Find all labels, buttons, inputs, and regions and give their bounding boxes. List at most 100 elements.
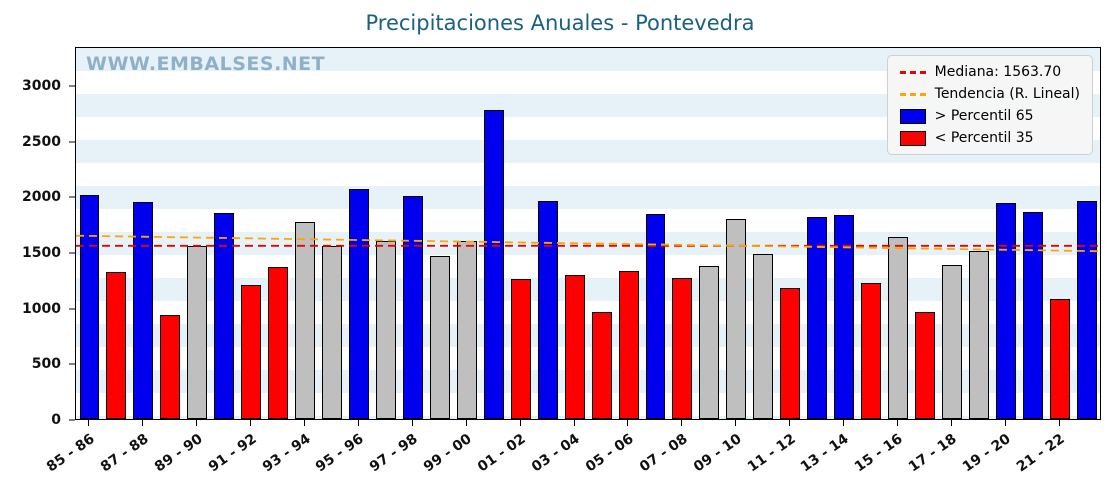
x-tick-mark	[88, 420, 90, 426]
bar-17-18	[942, 265, 962, 419]
bar-09-10	[726, 218, 747, 419]
bar-91-92	[241, 285, 262, 419]
bar-slot	[292, 48, 319, 419]
bar-95-96	[349, 188, 369, 419]
y-tick-label: 1500	[22, 245, 61, 261]
bar-slot	[346, 48, 373, 419]
x-tick-label: 09 - 10	[690, 431, 745, 476]
x-tick-label: 99 - 00	[421, 431, 475, 476]
chart-title: Precipitaciones Anuales - Pontevedra	[365, 11, 755, 35]
x-tick-mark	[1004, 420, 1006, 426]
x-tick-label: 91 - 92	[205, 431, 260, 476]
x-tick-label: 95 - 96	[313, 431, 368, 476]
bar-slot	[480, 48, 507, 419]
x-tick-mark	[411, 420, 413, 426]
bar-08-09	[699, 266, 720, 419]
bar-slot	[453, 48, 480, 419]
bar-11-12	[780, 288, 801, 419]
bar-07-08	[672, 278, 693, 419]
x-tick-label: 89 - 90	[151, 431, 206, 476]
x-tick-mark	[735, 420, 737, 426]
x-tick-label: 21 - 22	[1013, 431, 1068, 476]
bar-slot	[561, 48, 588, 419]
bar-92-93	[268, 267, 289, 419]
bar-slot	[912, 48, 939, 419]
x-tick-label: 19 - 20	[960, 431, 1014, 476]
x-tick-label: 97 - 98	[367, 431, 422, 476]
x-tick-label: 01 - 02	[474, 431, 529, 476]
bar-98-99	[429, 256, 450, 419]
bar-88-89	[160, 314, 181, 419]
bar-90-91	[214, 213, 235, 419]
x-tick-label: 85 - 86	[43, 431, 98, 476]
x-tick-label: 05 - 06	[582, 431, 637, 476]
bar-slot	[939, 48, 966, 419]
x-tick-mark	[519, 420, 521, 426]
y-tick-label: 0	[51, 412, 61, 428]
bar-93-94	[295, 221, 316, 419]
legend-high-label: > Percentil 65	[934, 108, 1034, 124]
bar-slot	[211, 48, 238, 419]
y-tick-mark	[69, 141, 75, 143]
x-tick-mark	[357, 420, 359, 426]
x-tick-mark	[843, 420, 844, 426]
y-tick-mark	[69, 419, 75, 421]
bar-01-02	[510, 279, 531, 419]
y-tick-mark	[69, 85, 75, 87]
x-tick-mark	[142, 420, 144, 426]
bar-slot	[1073, 48, 1100, 419]
y-tick-label: 1000	[22, 300, 61, 317]
legend-median-label: Mediana: 1563.70	[934, 64, 1062, 80]
legend-item-low: < Percentil 35	[899, 130, 1080, 146]
y-tick-label: 2500	[22, 133, 61, 150]
x-tick-label: 03 - 04	[528, 431, 583, 476]
legend-item-high: > Percentil 65	[899, 108, 1080, 124]
y-tick-label: 3000	[22, 77, 61, 94]
bars-container	[76, 48, 1100, 419]
bar-slot	[777, 48, 804, 419]
bar-15-16	[888, 237, 909, 419]
bar-04-05	[591, 311, 612, 419]
bar-slot	[723, 48, 750, 419]
bar-slot	[804, 48, 831, 419]
x-tick-mark	[681, 420, 683, 426]
bar-86-87	[106, 271, 127, 419]
bar-slot	[130, 48, 157, 419]
bar-slot	[157, 48, 184, 419]
bar-19-20	[995, 203, 1016, 419]
bar-16-17	[915, 311, 935, 419]
x-tick-mark	[573, 420, 575, 426]
bar-slot	[588, 48, 615, 419]
y-tick-mark	[69, 363, 75, 365]
bar-22-23	[1076, 200, 1097, 419]
legend: Mediana: 1563.70 Tendencia (R. Lineal) >…	[886, 55, 1093, 155]
x-tick-mark	[196, 420, 198, 426]
bar-18-19	[968, 250, 989, 419]
watermark: WWW.EMBALSES.NET	[86, 53, 326, 75]
bar-slot	[642, 48, 669, 419]
bar-slot	[615, 48, 642, 419]
bar-slot	[534, 48, 561, 419]
bar-99-00	[456, 240, 477, 419]
low-percentile-swatch-icon	[899, 130, 926, 146]
y-tick-label: 500	[31, 356, 61, 373]
bar-slot	[238, 48, 265, 419]
bar-13-14	[834, 215, 855, 419]
bar-slot	[507, 48, 534, 419]
y-tick-mark	[69, 308, 75, 310]
bar-12-13	[807, 217, 828, 419]
x-tick-label: 87 - 88	[97, 431, 152, 476]
x-axis: 85 - 86 87 - 88 89 - 90 91 - 92 93 - 94 95 - …	[44, 420, 1101, 500]
median-dashed-line-icon	[899, 70, 926, 74]
x-tick-mark	[1058, 420, 1060, 426]
bar-05-06	[618, 270, 639, 419]
trend-dashed-line-icon	[899, 92, 926, 96]
x-tick-mark	[789, 420, 791, 426]
legend-item-median: Mediana: 1563.70	[899, 64, 1080, 80]
legend-low-label: < Percentil 35	[934, 130, 1034, 146]
bar-96-97	[375, 240, 396, 419]
y-tick-mark	[69, 252, 75, 254]
x-tick-mark	[627, 420, 629, 426]
bar-slot	[265, 48, 292, 419]
